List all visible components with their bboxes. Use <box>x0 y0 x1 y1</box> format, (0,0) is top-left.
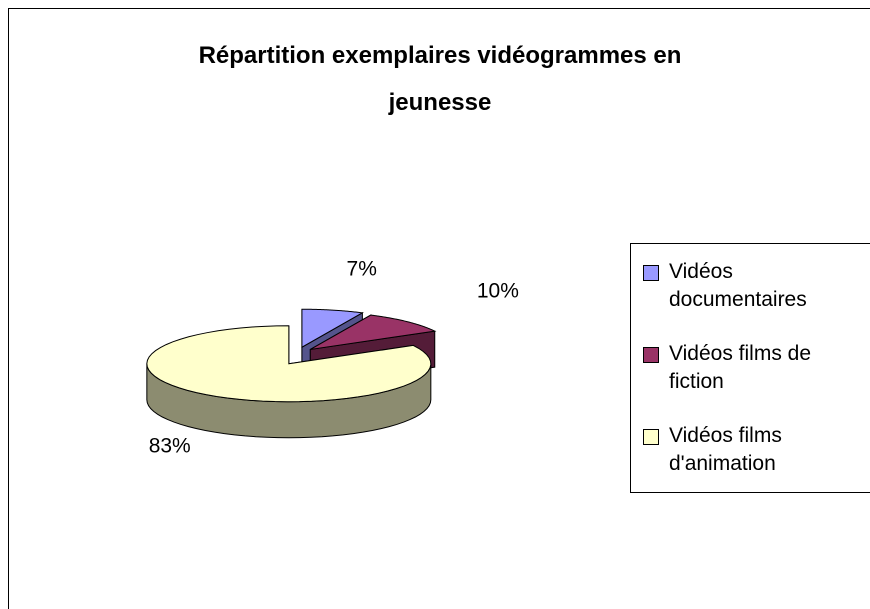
legend-swatch <box>643 347 659 363</box>
legend-label: Vidéos documentaires <box>669 260 807 311</box>
pie-slice <box>146 325 432 403</box>
chart-title: Répartition exemplaires vidéogrammes en … <box>198 42 682 116</box>
data-label: 10% <box>477 279 519 302</box>
legend-label: Vidéos films de fiction <box>669 342 812 393</box>
chart-frame <box>8 8 870 609</box>
data-label: 83% <box>149 434 191 457</box>
data-label: 7% <box>347 258 377 281</box>
legend-swatch <box>643 265 659 281</box>
pie-slice <box>310 314 437 350</box>
pie-slice <box>301 308 364 349</box>
legend: Vidéos documentaires Vidéos films de fict… <box>630 243 870 493</box>
legend-swatch <box>643 429 659 445</box>
legend-label: Vidéos films d'animation <box>669 424 782 475</box>
